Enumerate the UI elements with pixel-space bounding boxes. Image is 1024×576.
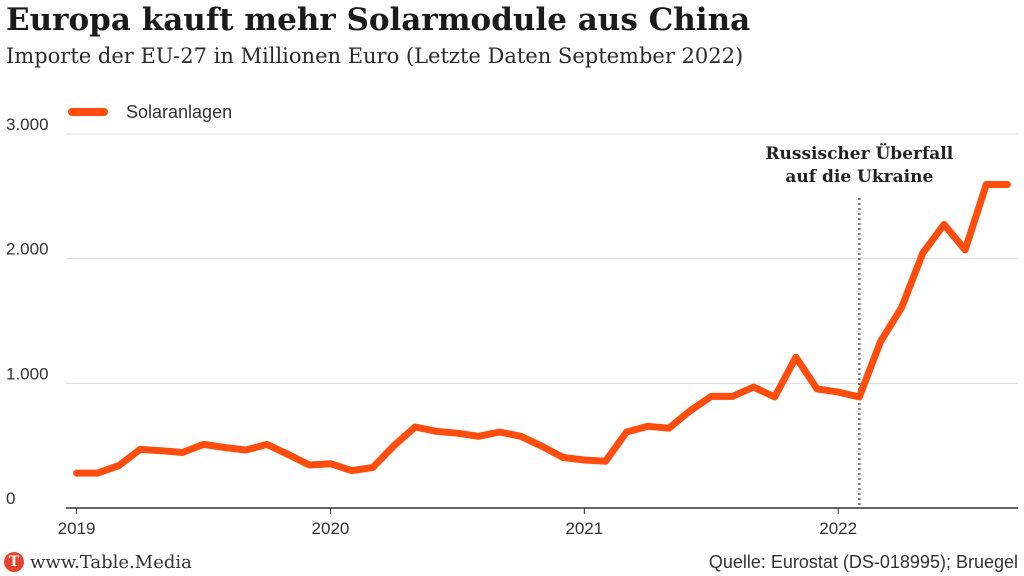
y-tick-label-2: 2.000 [6,240,49,259]
y-tick-label-1: 1.000 [6,364,49,383]
annotation-text-line2: auf die Ukraine [785,167,933,187]
series-line-solaranlagen [73,181,1011,477]
x-axis-ticks: 2019 2020 2021 2022 [58,508,857,538]
legend-label: Solaranlagen [126,101,233,122]
x-tick-label-3: 2022 [819,519,857,538]
chart-subtitle: Importe der EU-27 in Millionen Euro (Let… [6,44,744,68]
annotation: Russischer Überfall auf die Ukraine [765,143,954,508]
y-tick-label-0: 0 [6,489,15,508]
x-tick-label-2: 2021 [565,519,603,538]
x-tick-label-1: 2020 [312,519,350,538]
footer-site[interactable]: www.Table.Media [30,551,192,573]
legend-swatch [68,108,108,116]
table-media-logo: T [4,552,24,572]
chart-title: Europa kauft mehr Solarmodule aus China [6,2,751,38]
x-tick-label-0: 2019 [58,519,96,538]
annotation-text-line1: Russischer Überfall [765,143,953,164]
y-axis-ticks: 0 1.000 2.000 3.000 [6,115,49,508]
footer-brand: T www.Table.Media [4,550,192,574]
footer-source: Quelle: Eurostat (DS-018995); Bruegel [708,552,1018,572]
legend: Solaranlagen [68,101,232,123]
y-tick-label-3: 3.000 [6,115,49,134]
